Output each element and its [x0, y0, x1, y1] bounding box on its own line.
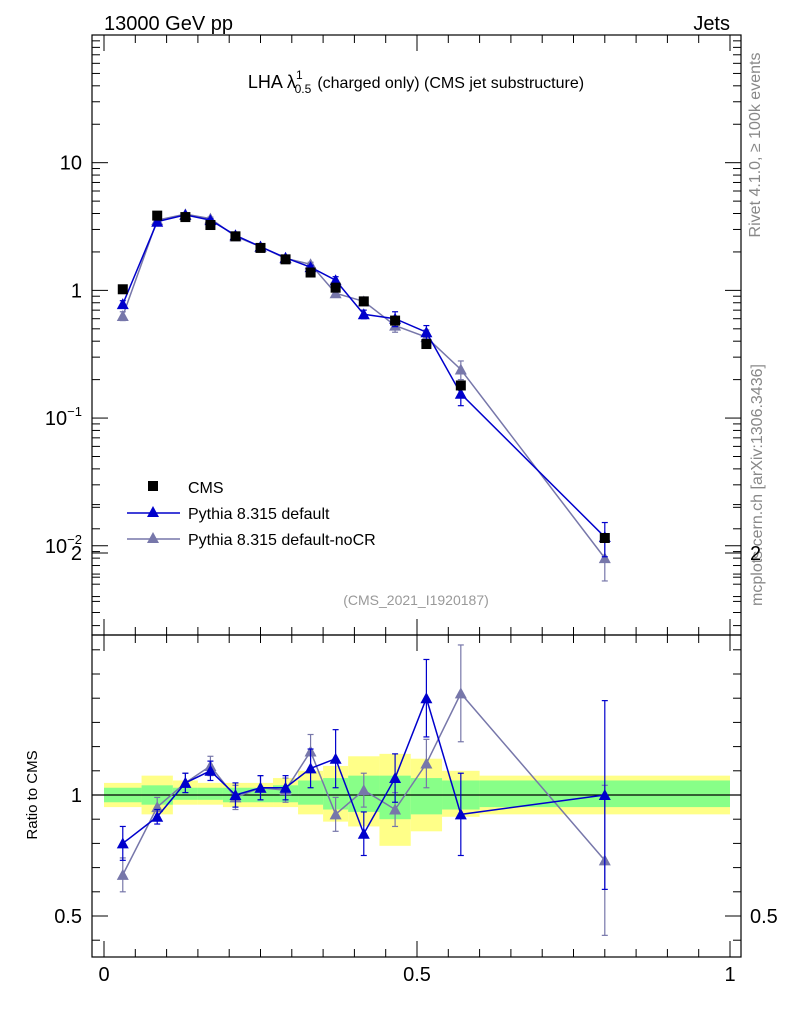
- ratio-marker: [304, 762, 317, 774]
- cms-data-point: [305, 267, 316, 278]
- main-series: [116, 208, 611, 582]
- ratio-y-tick-label-right: 0.5: [750, 906, 778, 928]
- cms-data-point: [152, 210, 163, 221]
- ratio-marker: [420, 757, 433, 769]
- ratio-marker: [116, 837, 129, 849]
- cms-data-point: [390, 315, 401, 326]
- mc-marker: [420, 326, 433, 338]
- cms-data-point: [255, 242, 266, 253]
- ratio-y-tick-labels: 2 2 1 0.5 0.5: [54, 543, 778, 928]
- ratio-marker: [329, 808, 342, 820]
- ratio-marker: [454, 808, 467, 820]
- ratio-marker: [357, 784, 370, 796]
- watermark: (CMS_2021_I1920187): [343, 592, 489, 608]
- ratio-marker: [329, 752, 342, 764]
- mc-marker: [116, 309, 129, 321]
- ratio-y-tick-label-right: 2: [750, 543, 761, 565]
- legend-entry-default: Pythia 8.315 default: [188, 506, 330, 523]
- title-rest: (charged only) (CMS jet substructure): [317, 75, 584, 92]
- ratio-x-tick-label: 1: [724, 964, 735, 986]
- legend-entry-nocr: Pythia 8.315 default-noCR: [188, 532, 376, 549]
- mc-marker: [357, 308, 370, 320]
- legend-marker-cms: [148, 481, 158, 491]
- mc-marker: [454, 387, 467, 399]
- cms-data-point: [205, 220, 216, 231]
- main-y-tick-labels: 10 1 10−1 10−2: [45, 153, 82, 558]
- ratio-axis-ticks: [92, 504, 741, 957]
- main-y-tick-label: 10−1: [45, 404, 82, 430]
- ratio-marker: [179, 776, 192, 788]
- ratio-x-tick-labels: 0 0.5 1: [98, 964, 735, 986]
- legend-marker-default: [147, 506, 159, 517]
- title-main: LHA λ: [248, 72, 296, 92]
- cms-data-point: [330, 282, 341, 293]
- mcplots-label: mcplots.cern.ch [arXiv:1306.3436]: [749, 364, 766, 606]
- cms-data-point: [421, 339, 432, 350]
- ratio-y-axis-label: Ratio to CMS: [24, 750, 41, 839]
- ratio-marker: [279, 781, 292, 793]
- title-sup: 1: [296, 68, 303, 82]
- ratio-bands: [104, 753, 730, 846]
- mc-marker: [598, 552, 611, 564]
- plot-title: LHA λ1 0.5 (charged only) (CMS jet substru…: [248, 68, 584, 96]
- mc-marker: [116, 298, 129, 310]
- legend-marker-nocr: [147, 532, 159, 543]
- ratio-panel: 2 210.5 0.5 0 0.5 1 Ratio to CMS: [24, 504, 778, 986]
- main-y-tick-label: 1: [71, 280, 82, 302]
- ratio-marker: [389, 803, 402, 815]
- ratio-marker: [116, 868, 129, 880]
- energy-label: 13000 GeV pp: [104, 13, 233, 35]
- ratio-marker: [204, 764, 217, 776]
- cms-data-point: [117, 284, 128, 295]
- ratio-x-tick-label: 0.5: [403, 964, 431, 986]
- ratio-marker: [254, 781, 267, 793]
- cms-data-point: [455, 380, 466, 391]
- ratio-y-tick-label-left: 2: [71, 543, 82, 565]
- legend: CMS Pythia 8.315 default Pythia 8.315 de…: [127, 480, 376, 549]
- main-axis-ticks: [92, 35, 741, 636]
- cms-data-point: [358, 296, 369, 307]
- ratio-marker: [454, 687, 467, 699]
- ratio-marker: [151, 810, 164, 822]
- ratio-y-tick-label-left: 1: [71, 785, 82, 807]
- mc-marker: [329, 287, 342, 299]
- legend-entry-cms: CMS: [188, 480, 224, 497]
- mc-marker: [151, 215, 164, 227]
- cms-data-point: [230, 231, 241, 242]
- ratio-series: [116, 644, 611, 936]
- cms-data-point: [180, 212, 191, 223]
- rivet-label: Rivet 4.1.0, ≥ 100k events: [747, 53, 764, 238]
- ratio-marker: [420, 692, 433, 704]
- title-sub: 0.5: [295, 82, 312, 96]
- cms-data-point: [599, 532, 610, 543]
- ratio-marker: [229, 789, 242, 800]
- uncertainty-band-inner: [197, 787, 223, 800]
- ratio-marker: [389, 772, 402, 784]
- ratio-y-tick-label-left: 0.5: [54, 906, 82, 928]
- ratio-series-line: [122, 695, 605, 844]
- ratio-marker: [357, 827, 370, 839]
- process-label: Jets: [693, 13, 730, 35]
- main-y-tick-label: 10: [60, 153, 82, 175]
- mc-marker: [329, 274, 342, 286]
- main-y-tick-label: 10−2: [45, 532, 82, 558]
- ratio-marker: [598, 789, 611, 800]
- cms-data-point: [280, 254, 291, 265]
- mc-marker: [454, 363, 467, 375]
- ratio-x-tick-label: 0: [98, 964, 109, 986]
